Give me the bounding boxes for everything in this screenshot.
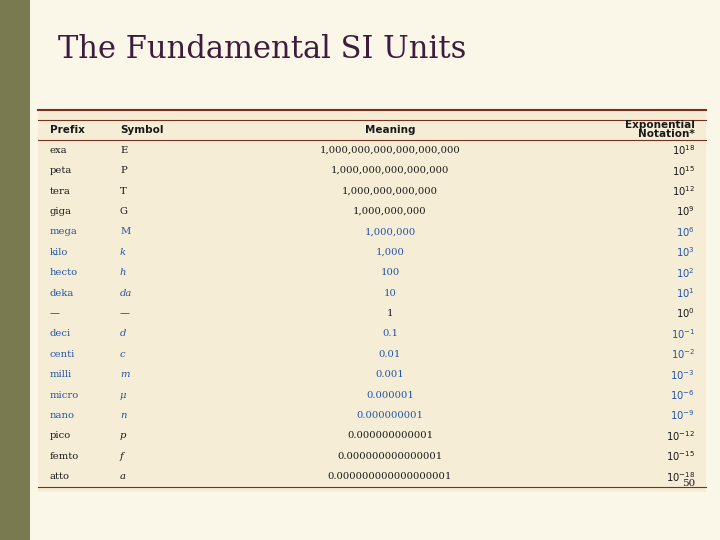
Text: Meaning: Meaning <box>365 125 415 135</box>
Text: da: da <box>120 288 132 298</box>
Text: The Fundamental SI Units: The Fundamental SI Units <box>58 35 467 65</box>
Text: $10^{-15}$: $10^{-15}$ <box>666 449 695 463</box>
Text: k: k <box>120 248 126 256</box>
Text: 1,000,000,000,000,000,000: 1,000,000,000,000,000,000 <box>320 146 460 154</box>
Text: deci: deci <box>50 329 71 339</box>
Text: femto: femto <box>50 452 79 461</box>
Text: 0.000000000001: 0.000000000001 <box>347 431 433 441</box>
Text: a: a <box>120 472 126 481</box>
Text: P: P <box>120 166 127 175</box>
Text: E: E <box>120 146 127 154</box>
Text: —: — <box>50 309 60 318</box>
Text: 1,000,000,000,000,000: 1,000,000,000,000,000 <box>330 166 449 175</box>
Text: c: c <box>120 350 125 359</box>
Text: $10^{-9}$: $10^{-9}$ <box>670 409 695 422</box>
Text: 1,000,000,000: 1,000,000,000 <box>354 207 427 216</box>
Text: $10^{18}$: $10^{18}$ <box>672 143 695 157</box>
Bar <box>38 110 706 492</box>
Text: 1,000,000: 1,000,000 <box>364 227 415 237</box>
Text: T: T <box>120 186 127 195</box>
Text: $10^{-6}$: $10^{-6}$ <box>670 388 695 402</box>
Text: $10^{3}$: $10^{3}$ <box>676 245 695 259</box>
Text: $10^{2}$: $10^{2}$ <box>677 266 695 280</box>
Text: 0.01: 0.01 <box>379 350 401 359</box>
Text: 0.000000000000001: 0.000000000000001 <box>338 452 443 461</box>
Text: $10^{6}$: $10^{6}$ <box>676 225 695 239</box>
Text: 50: 50 <box>682 480 695 489</box>
Text: 0.1: 0.1 <box>382 329 398 339</box>
Text: pico: pico <box>50 431 71 441</box>
Text: kilo: kilo <box>50 248 68 256</box>
Text: $10^{15}$: $10^{15}$ <box>672 164 695 178</box>
Text: $10^{12}$: $10^{12}$ <box>672 184 695 198</box>
Text: micro: micro <box>50 390 79 400</box>
Bar <box>30 0 720 110</box>
Text: nano: nano <box>50 411 75 420</box>
Text: h: h <box>120 268 127 277</box>
Text: $10^{-18}$: $10^{-18}$ <box>666 470 695 484</box>
Text: $10^{-12}$: $10^{-12}$ <box>666 429 695 443</box>
Text: Exponential: Exponential <box>625 120 695 130</box>
Text: m: m <box>120 370 130 379</box>
Text: $10^{-2}$: $10^{-2}$ <box>670 347 695 361</box>
Text: atto: atto <box>50 472 70 481</box>
Text: Notation*: Notation* <box>638 129 695 139</box>
Text: μ: μ <box>120 390 127 400</box>
Text: mega: mega <box>50 227 78 237</box>
Text: 1,000: 1,000 <box>376 248 405 256</box>
Text: p: p <box>120 431 127 441</box>
Text: centi: centi <box>50 350 76 359</box>
Text: M: M <box>120 227 130 237</box>
Text: $10^{-1}$: $10^{-1}$ <box>670 327 695 341</box>
Text: hecto: hecto <box>50 268 78 277</box>
Text: 0.000000000000000001: 0.000000000000000001 <box>328 472 452 481</box>
Text: 0.001: 0.001 <box>376 370 405 379</box>
Text: 1,000,000,000,000: 1,000,000,000,000 <box>342 186 438 195</box>
Text: 1: 1 <box>387 309 393 318</box>
Text: milli: milli <box>50 370 72 379</box>
Text: deka: deka <box>50 288 74 298</box>
Text: exa: exa <box>50 146 68 154</box>
Text: d: d <box>120 329 127 339</box>
Text: Prefix: Prefix <box>50 125 85 135</box>
Text: 10: 10 <box>384 288 397 298</box>
Text: giga: giga <box>50 207 72 216</box>
Text: f: f <box>120 452 124 461</box>
Text: —: — <box>120 309 130 318</box>
Text: tera: tera <box>50 186 71 195</box>
Text: n: n <box>120 411 127 420</box>
Text: 100: 100 <box>380 268 400 277</box>
Text: $10^{-3}$: $10^{-3}$ <box>670 368 695 382</box>
Text: G: G <box>120 207 128 216</box>
Text: 0.000001: 0.000001 <box>366 390 414 400</box>
Bar <box>0 0 30 540</box>
Text: peta: peta <box>50 166 73 175</box>
Text: Symbol: Symbol <box>120 125 163 135</box>
Text: $10^{1}$: $10^{1}$ <box>676 286 695 300</box>
Text: 0.000000001: 0.000000001 <box>356 411 423 420</box>
Text: $10^{0}$: $10^{0}$ <box>676 307 695 320</box>
Text: $10^{9}$: $10^{9}$ <box>676 205 695 218</box>
